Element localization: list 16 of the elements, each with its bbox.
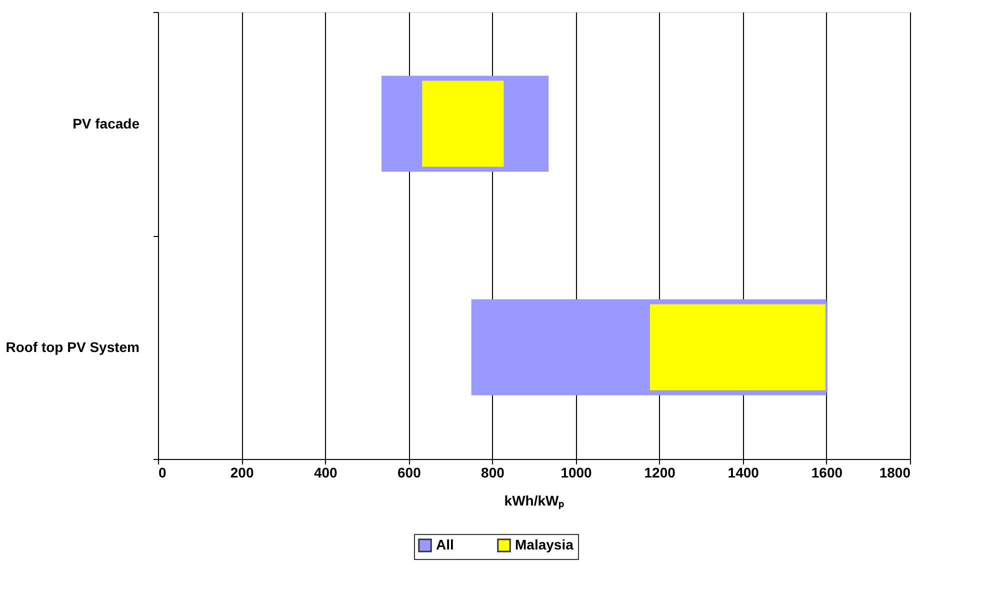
y-tick-label: PV facade: [72, 115, 140, 132]
x-tick-label: 800: [481, 464, 505, 480]
y-tick-label: Roof top PV System: [6, 338, 140, 355]
bar: [420, 78, 506, 169]
x-tick-label: 1400: [728, 464, 760, 480]
x-tick-label: 600: [397, 464, 422, 480]
x-tick-label: 400: [314, 464, 338, 480]
legend-label: All: [436, 536, 454, 552]
x-tick-label: 1200: [644, 464, 676, 480]
x-tick-label: 0: [158, 464, 166, 480]
x-axis-title: kWh/kWₚ: [504, 492, 565, 510]
x-tick-label: 1600: [811, 464, 843, 480]
legend-label: Malaysia: [515, 536, 574, 552]
x-tick-label: 1000: [560, 464, 592, 480]
x-tick-label: 200: [230, 464, 254, 480]
x-tick-label: 1800: [879, 464, 911, 480]
